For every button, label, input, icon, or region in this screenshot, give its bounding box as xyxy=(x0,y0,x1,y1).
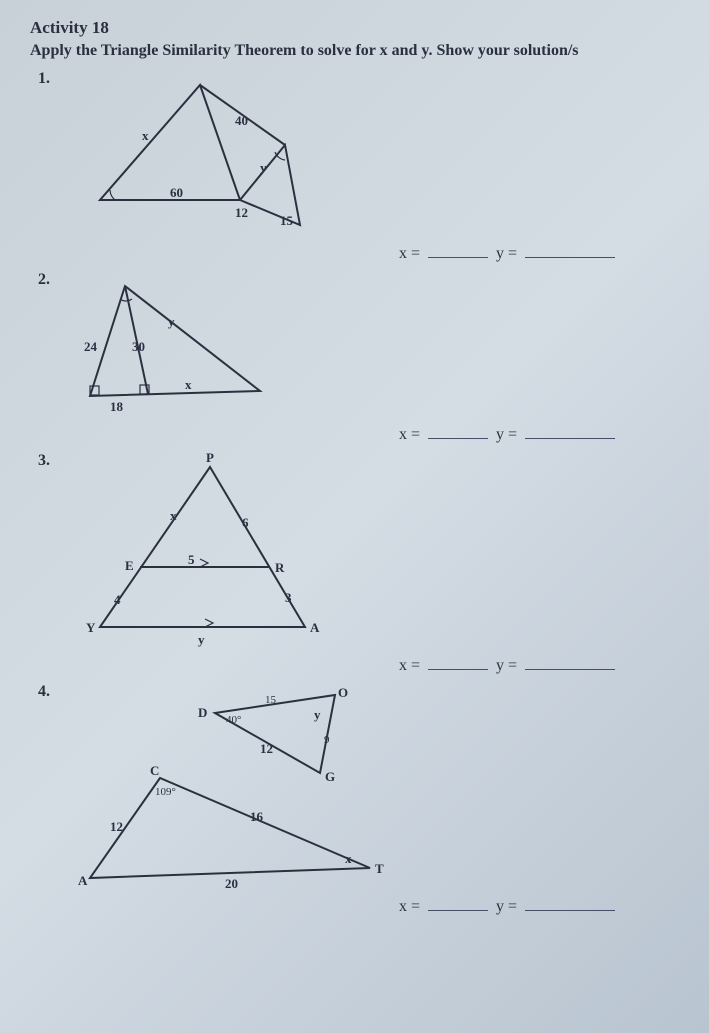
label-y: y xyxy=(260,160,267,175)
activity-title: Activity 18 xyxy=(30,18,679,38)
label-6: 6 xyxy=(242,515,249,530)
problem-3: 3. P x 6 E 5 R 4 3 Y y A x = y = xyxy=(30,452,679,675)
answer-line-3: x = y = xyxy=(30,656,679,675)
instruction-text: Apply the Triangle Similarity Theorem to… xyxy=(30,42,679,60)
y-label: y = xyxy=(496,245,517,262)
problem-4-diagram: O D 15 40° y 9 12 G C 109° 12 16 A 20 x … xyxy=(70,683,679,893)
label-4: 4 xyxy=(114,592,121,607)
y-blank-4 xyxy=(525,897,615,911)
label-T: T xyxy=(375,861,384,876)
label-18: 18 xyxy=(110,399,124,414)
label-x: x xyxy=(170,508,177,523)
y-blank-3 xyxy=(525,656,615,670)
x-label: x = xyxy=(399,426,420,443)
label-R: R xyxy=(275,560,285,575)
label-15: 15 xyxy=(280,213,294,228)
label-C: C xyxy=(150,763,159,778)
problem-2-diagram: y 24 30 18 x xyxy=(70,271,679,421)
x-blank-2 xyxy=(428,425,488,439)
label-20: 20 xyxy=(225,876,238,891)
x-label: x = xyxy=(399,898,420,915)
label-16: 16 xyxy=(250,809,264,824)
problem-1-number: 1. xyxy=(38,70,50,88)
label-y: y xyxy=(314,707,321,722)
label-E: E xyxy=(125,558,134,573)
answer-line-4: x = y = xyxy=(30,897,679,916)
label-A: A xyxy=(310,620,320,635)
label-Y: Y xyxy=(86,620,96,635)
label-24: 24 xyxy=(84,339,98,354)
label-9: 9 xyxy=(324,734,330,746)
answer-line-1: x = y = xyxy=(30,244,679,263)
label-A: A xyxy=(78,873,88,888)
label-ybottom: y xyxy=(198,632,205,647)
y-label: y = xyxy=(496,898,517,915)
label-12b: 12 xyxy=(110,819,123,834)
label-40: 40 xyxy=(235,113,248,128)
answer-line-2: x = y = xyxy=(30,425,679,444)
label-40deg: 40° xyxy=(226,714,241,726)
problem-4: 4. O D 15 40° y 9 12 G C 109° 12 16 A 20… xyxy=(30,683,679,916)
label-D: D xyxy=(198,705,207,720)
x-blank-3 xyxy=(428,656,488,670)
label-5: 5 xyxy=(188,552,195,567)
problem-3-number: 3. xyxy=(38,452,50,470)
x-label: x = xyxy=(399,657,420,674)
label-12a: 12 xyxy=(260,741,273,756)
problem-2-number: 2. xyxy=(38,271,50,289)
x-blank-4 xyxy=(428,897,488,911)
label-O: O xyxy=(338,685,348,700)
label-109: 109° xyxy=(155,786,176,798)
label-15: 15 xyxy=(265,694,277,706)
x-blank-1 xyxy=(428,244,488,258)
problem-1: 1. x 40 y 60 12 15 x = y = xyxy=(30,70,679,263)
problem-3-diagram: P x 6 E 5 R 4 3 Y y A xyxy=(70,452,679,652)
label-G: G xyxy=(325,769,335,784)
label-x: x xyxy=(345,851,352,866)
label-y: y xyxy=(168,314,175,329)
label-3: 3 xyxy=(285,590,292,605)
problem-2: 2. y 24 30 18 x x = y = xyxy=(30,271,679,444)
problem-4-number: 4. xyxy=(38,683,50,701)
x-label: x = xyxy=(399,245,420,262)
label-12: 12 xyxy=(235,205,248,220)
y-label: y = xyxy=(496,657,517,674)
label-60: 60 xyxy=(170,185,183,200)
problem-1-diagram: x 40 y 60 12 15 xyxy=(70,70,679,240)
label-x: x xyxy=(142,128,149,143)
y-blank-1 xyxy=(525,244,615,258)
label-30: 30 xyxy=(132,339,145,354)
y-label: y = xyxy=(496,426,517,443)
y-blank-2 xyxy=(525,425,615,439)
label-P: P xyxy=(206,452,214,465)
label-x: x xyxy=(185,377,192,392)
